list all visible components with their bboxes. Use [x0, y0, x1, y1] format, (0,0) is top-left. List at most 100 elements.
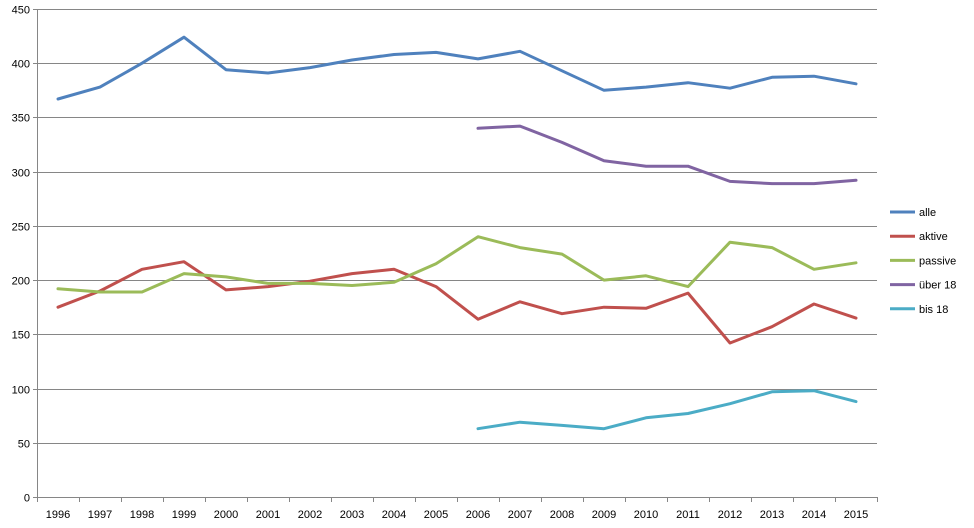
- data-point: [561, 141, 564, 144]
- x-tick-label: 2011: [676, 509, 700, 521]
- data-point: [393, 53, 396, 56]
- x-tick-label: 2010: [634, 509, 658, 521]
- data-point: [603, 279, 606, 282]
- legend-label: aktive: [919, 231, 948, 243]
- data-point: [267, 72, 270, 75]
- y-tick-label: 350: [12, 113, 30, 125]
- data-point: [561, 253, 564, 256]
- data-point: [519, 125, 522, 128]
- data-point: [393, 268, 396, 271]
- data-point: [267, 282, 270, 285]
- data-point: [561, 69, 564, 72]
- data-point: [99, 291, 102, 294]
- data-point: [477, 127, 480, 130]
- x-tick-label: 2014: [802, 509, 826, 521]
- data-point: [225, 275, 228, 278]
- data-point: [561, 312, 564, 315]
- data-point: [645, 86, 648, 89]
- legend-label: über 18: [919, 280, 956, 292]
- data-point: [183, 272, 186, 275]
- data-point: [645, 274, 648, 277]
- data-point: [729, 180, 732, 183]
- data-point: [57, 98, 60, 101]
- x-tick-label: 2006: [466, 509, 490, 521]
- y-tick-label: 0: [24, 493, 30, 505]
- x-tick-label: 1998: [130, 509, 154, 521]
- x-tick-label: 2001: [256, 509, 280, 521]
- data-point: [855, 82, 858, 85]
- data-point: [183, 260, 186, 263]
- legend-label: bis 18: [919, 304, 948, 316]
- data-point: [855, 179, 858, 182]
- data-point: [603, 89, 606, 92]
- data-point: [141, 291, 144, 294]
- data-point: [645, 307, 648, 310]
- data-point: [813, 268, 816, 271]
- legend-label: passive: [919, 255, 956, 267]
- x-tick-label: 2005: [424, 509, 448, 521]
- data-point: [687, 285, 690, 288]
- x-tick-label: 2000: [214, 509, 238, 521]
- series-line-über-18: [476, 124, 858, 186]
- legend-label: alle: [919, 207, 936, 219]
- x-tick-label: 2004: [382, 509, 406, 521]
- data-point: [645, 416, 648, 419]
- data-point: [729, 87, 732, 90]
- data-point: [141, 62, 144, 65]
- data-point: [477, 427, 480, 430]
- data-point: [57, 287, 60, 290]
- data-point: [855, 400, 858, 403]
- data-point: [57, 306, 60, 309]
- y-tick-label: 300: [12, 168, 30, 180]
- data-point: [477, 57, 480, 60]
- data-point: [603, 159, 606, 162]
- data-point: [519, 421, 522, 424]
- y-tick-label: 250: [12, 222, 30, 234]
- data-point: [141, 268, 144, 271]
- data-point: [309, 282, 312, 285]
- y-tick-label: 450: [12, 5, 30, 17]
- series-line-bis-18: [476, 389, 858, 431]
- data-point: [351, 59, 354, 62]
- legend: alle aktive passive über 18 bis 18: [890, 207, 956, 316]
- data-point: [351, 284, 354, 287]
- data-point: [351, 272, 354, 275]
- x-tick-label: 2003: [340, 509, 364, 521]
- y-tick-label: 150: [12, 330, 30, 342]
- data-point: [687, 81, 690, 84]
- data-point: [267, 285, 270, 288]
- data-point: [771, 325, 774, 328]
- series-line-passive: [56, 235, 858, 294]
- x-tick-label: 2012: [718, 509, 742, 521]
- data-point: [771, 182, 774, 185]
- data-point: [855, 261, 858, 264]
- data-point: [519, 50, 522, 53]
- x-tick-label: 2002: [298, 509, 322, 521]
- data-point: [687, 412, 690, 415]
- data-point: [771, 76, 774, 79]
- data-point: [435, 285, 438, 288]
- data-point: [393, 281, 396, 284]
- data-point: [99, 86, 102, 89]
- data-point: [687, 165, 690, 168]
- data-point: [687, 292, 690, 295]
- data-point: [855, 317, 858, 320]
- x-tick-label: 2015: [844, 509, 868, 521]
- data-point: [729, 241, 732, 244]
- y-tick-label: 400: [12, 59, 30, 71]
- data-point: [435, 262, 438, 265]
- data-point: [435, 51, 438, 54]
- data-point: [813, 182, 816, 185]
- data-point: [183, 36, 186, 39]
- data-point: [477, 318, 480, 321]
- gridlines: [37, 9, 877, 444]
- data-point: [771, 246, 774, 249]
- x-tick-label: 1996: [46, 509, 70, 521]
- data-point: [561, 424, 564, 427]
- data-point: [519, 246, 522, 249]
- series-line-alle: [56, 35, 858, 101]
- data-point: [813, 75, 816, 78]
- x-tick-label: 2013: [760, 509, 784, 521]
